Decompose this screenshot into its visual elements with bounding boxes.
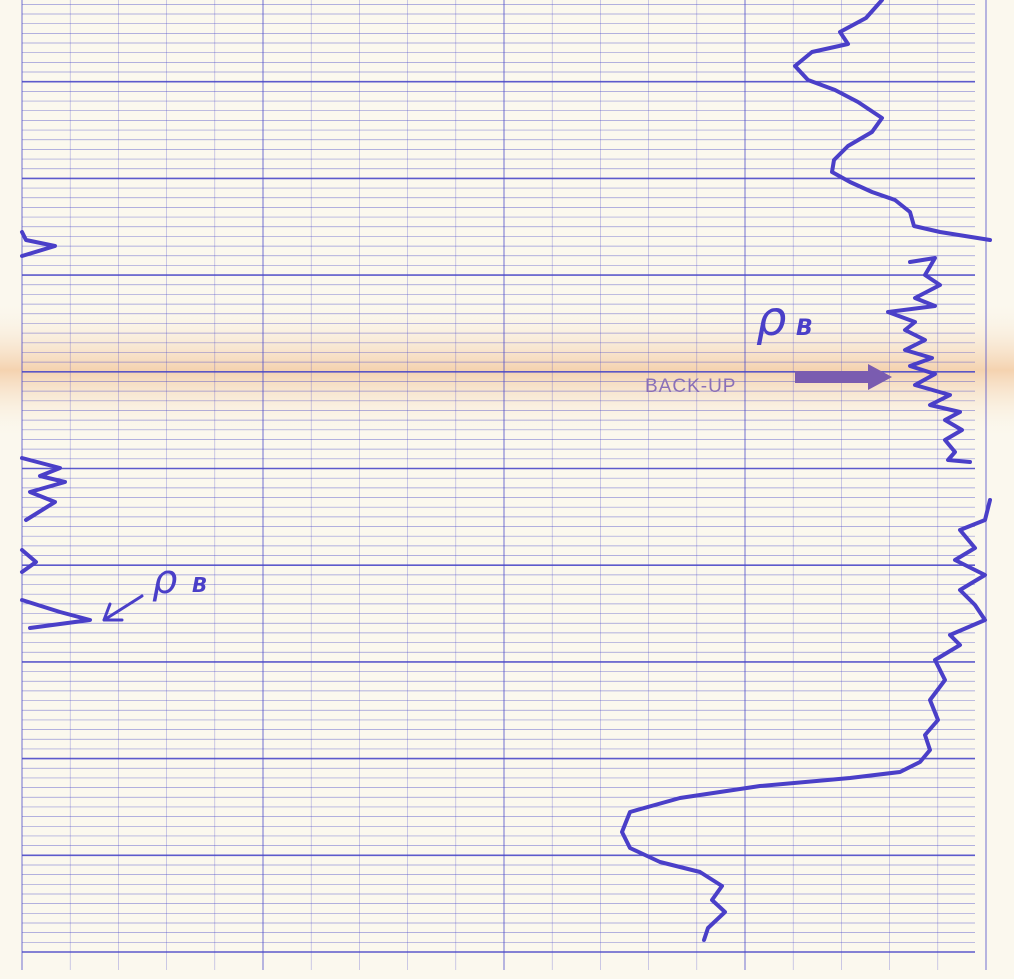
grid: [21, 0, 987, 970]
backup-arrow: [795, 364, 892, 390]
rho-right-subscript: B: [796, 316, 813, 341]
rho-left-subscript: B: [192, 573, 207, 597]
rho-right: ρ: [756, 291, 786, 347]
left-arrow: [102, 594, 144, 622]
right-log-curve-top: [793, 0, 992, 242]
paper-fold: [0, 300, 1014, 440]
backup-label: BACK-UP: [645, 376, 736, 397]
right-log-curve-lower: [620, 498, 992, 942]
right-log-curve-mid: [886, 256, 972, 464]
rho-left: ρ: [152, 557, 177, 603]
left-log-curve: [20, 230, 92, 630]
